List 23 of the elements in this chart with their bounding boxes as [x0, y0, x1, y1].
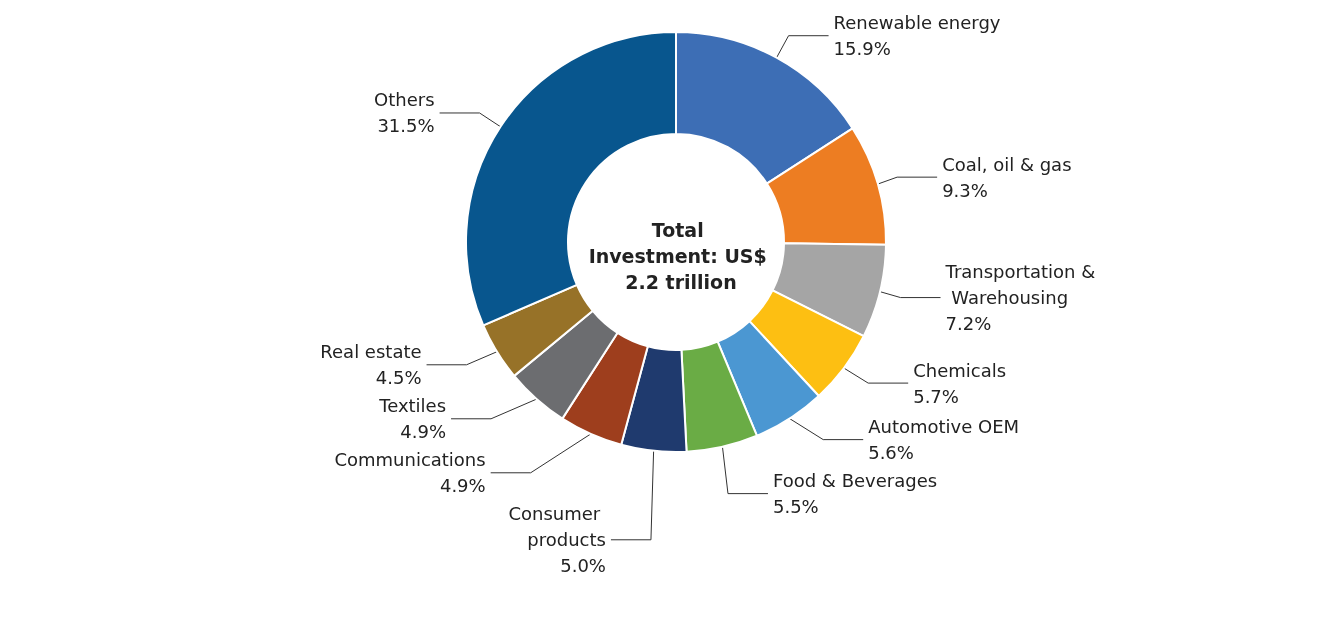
data-label: 5.5% [772, 496, 819, 518]
slice-label: Chemicals [913, 359, 1007, 381]
data-label: 7.2% [945, 313, 992, 335]
slice-label: Consumer products [508, 503, 606, 551]
slice-label: Renewable energy [833, 12, 1001, 34]
text: Total Investment: US$ 2.2 trillion [588, 219, 774, 293]
data-label: 5.6% [868, 442, 914, 464]
data-label: 9.3% [942, 179, 988, 201]
slice-label: Coal, oil & gas [942, 153, 1072, 175]
data-label: 4.9% [400, 421, 447, 443]
data-label: 15.9% [833, 38, 891, 60]
slice-label: Communications [334, 449, 486, 471]
slice-label: Food & Beverages [772, 470, 938, 492]
slice-label: Others [374, 89, 435, 111]
slice-label: Automotive OEM [868, 416, 1020, 438]
data-label: 5.7% [913, 385, 959, 407]
data-label: 4.9% [439, 475, 486, 497]
data-label: 5.0% [560, 555, 606, 577]
slice-label: Real estate [320, 341, 422, 363]
data-label: 31.5% [377, 115, 435, 137]
data-label: 4.5% [375, 367, 422, 389]
slice-label: Textiles [378, 395, 447, 417]
slice-label: Transportation & Warehousing [944, 261, 1096, 309]
